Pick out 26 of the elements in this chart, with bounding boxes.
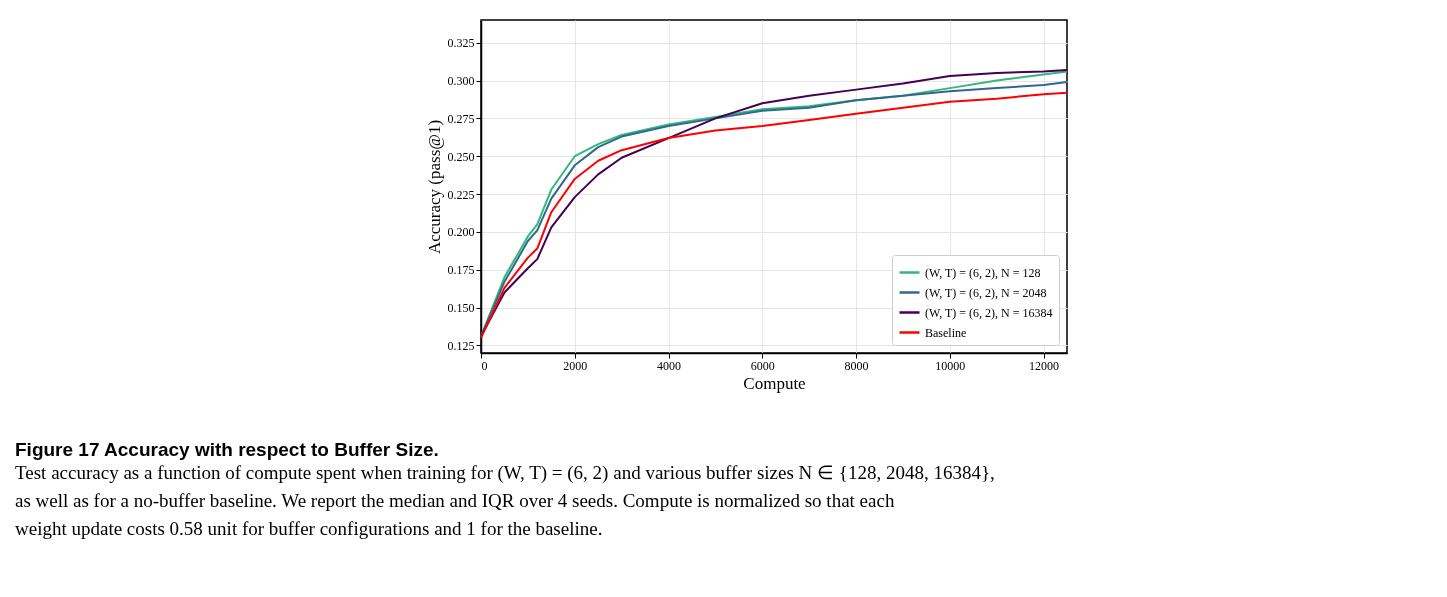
text: weight update costs 0.58 unit for buffer configurations and 1 for the baseline.: [15, 518, 603, 539]
y-tick-label: 0.175: [447, 263, 475, 278]
y-tick-label: 0.200: [447, 225, 475, 240]
y-tick-label: 0.300: [447, 74, 475, 89]
x-tick-label: 2000: [563, 358, 588, 373]
text: Figure 17 Accuracy with respect to Buffer Size.: [15, 439, 439, 460]
y-tick-label: 0.275: [447, 111, 475, 126]
x-tick-label: 0: [481, 358, 488, 373]
y-tick-label: 0.125: [447, 338, 475, 353]
legend-label: (W, T) = (6, 2), N = 128: [925, 265, 1041, 280]
legend-label: Baseline: [925, 325, 967, 340]
y-tick-label: 0.325: [447, 36, 475, 51]
y-tick-label: 0.225: [447, 187, 475, 202]
y-tick-label: 0.250: [447, 149, 475, 164]
x-tick-label: 4000: [657, 358, 682, 373]
text: as well as for a no-buffer baseline. We report the median and IQR over 4 seeds. Compute is normalized so that each: [15, 490, 895, 511]
x-tick-label: 12000: [1029, 358, 1060, 373]
legend-label: (W, T) = (6, 2), N = 2048: [925, 285, 1047, 300]
x-tick-label: 8000: [844, 358, 869, 373]
x-tick-label: 10000: [935, 358, 966, 373]
y-tick-label: 0.150: [447, 301, 475, 316]
x-tick-label: 6000: [750, 358, 775, 373]
x-axis-title: Compute: [743, 373, 806, 393]
legend-label: (W, T) = (6, 2), N = 16384: [925, 305, 1053, 320]
y-axis-title: Accuracy (pass@1): [424, 119, 444, 255]
text: Test accuracy as a function of compute spent when training for (W, T) = (6, 2) and various buffer sizes N ∈ {128, 2048, 16384},: [15, 462, 995, 484]
